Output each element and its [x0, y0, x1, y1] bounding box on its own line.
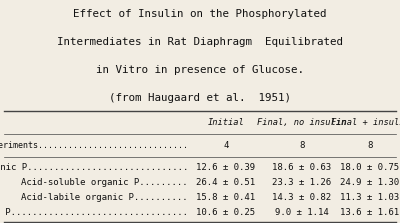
Text: 11.3 ± 1.03: 11.3 ± 1.03: [340, 193, 400, 202]
Text: Final + insulin: Final + insulin: [331, 118, 400, 127]
Text: 10.6 ± 0.25: 10.6 ± 0.25: [196, 208, 256, 217]
Text: Acid-soluble organic P.........: Acid-soluble organic P.........: [21, 178, 188, 187]
Text: 9.0 ± 1.14: 9.0 ± 1.14: [275, 208, 329, 217]
Text: Effect of Insulin on the Phosphorylated: Effect of Insulin on the Phosphorylated: [73, 9, 327, 19]
Text: Acid-labile organic P..........: Acid-labile organic P..........: [21, 193, 188, 202]
Text: No. of experiments..............................: No. of experiments......................…: [0, 141, 188, 150]
Text: Inorganic P..............................: Inorganic P.............................…: [0, 163, 188, 172]
Text: 8: 8: [299, 141, 305, 150]
Text: Initial: Initial: [208, 118, 244, 127]
Text: Intermediates in Rat Diaphragm  Equilibrated: Intermediates in Rat Diaphragm Equilibra…: [57, 37, 343, 47]
Text: 18.6 ± 0.63: 18.6 ± 0.63: [272, 163, 332, 172]
Text: Final, no insulin: Final, no insulin: [257, 118, 347, 127]
Text: (from Haugaard et al.  1951): (from Haugaard et al. 1951): [109, 93, 291, 103]
Text: 23.3 ± 1.26: 23.3 ± 1.26: [272, 178, 332, 187]
Text: 15.8 ± 0.41: 15.8 ± 0.41: [196, 193, 256, 202]
Text: 18.0 ± 0.75: 18.0 ± 0.75: [340, 163, 400, 172]
Text: in Vitro in presence of Glucose.: in Vitro in presence of Glucose.: [96, 65, 304, 75]
Text: 4: 4: [223, 141, 229, 150]
Text: 24.9 ± 1.30: 24.9 ± 1.30: [340, 178, 400, 187]
Text: 13.6 ± 1.61: 13.6 ± 1.61: [340, 208, 400, 217]
Text: 8: 8: [367, 141, 373, 150]
Text: 12.6 ± 0.39: 12.6 ± 0.39: [196, 163, 256, 172]
Text: Ester P.................................: Ester P.................................: [0, 208, 188, 217]
Text: 14.3 ± 0.82: 14.3 ± 0.82: [272, 193, 332, 202]
Text: 26.4 ± 0.51: 26.4 ± 0.51: [196, 178, 256, 187]
